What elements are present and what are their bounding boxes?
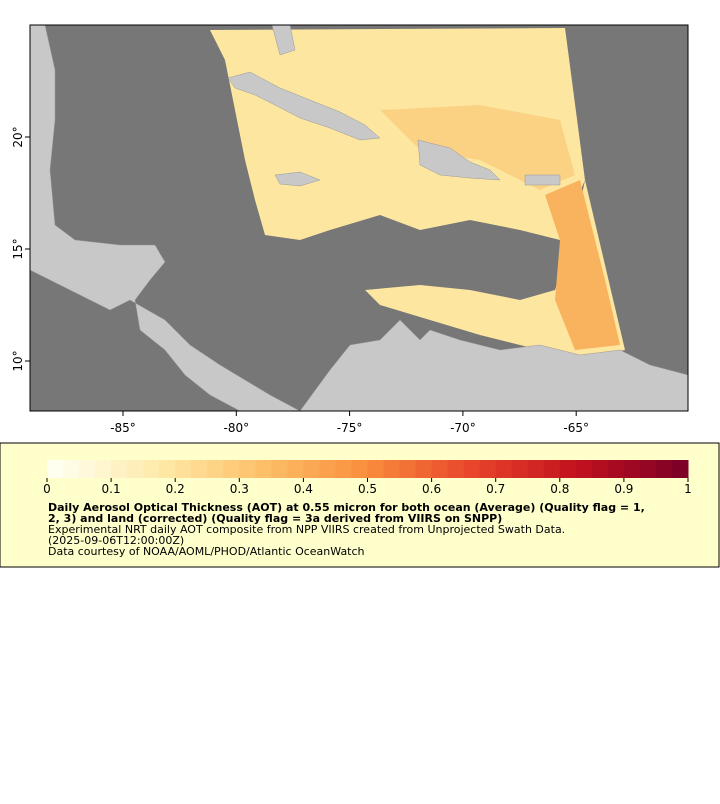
- colorbar-step: [527, 460, 545, 478]
- colorbar-tick-label: 0.9: [614, 482, 633, 496]
- aot-swath-south: [365, 180, 625, 358]
- colorbar-step: [495, 460, 513, 478]
- colorbar-step: [303, 460, 320, 478]
- colorbar-step: [143, 460, 160, 478]
- colorbar: 0 0.1 0.2 0.3 0.4 0.5 0.6 0.7 0.8 0.9 1: [43, 460, 692, 496]
- colorbar-step: [255, 460, 272, 478]
- colorbar-tick-label: 0: [43, 482, 51, 496]
- colorbar-tick-label: 0.1: [102, 482, 121, 496]
- colorbar-step: [111, 460, 128, 478]
- legend-description: Data courtesy of NOAA/AOML/PHOD/Atlantic…: [48, 545, 365, 558]
- colorbar-step: [447, 460, 465, 478]
- colorbar-tick-label: 1: [684, 482, 692, 496]
- y-tick-label: 15°: [11, 238, 25, 259]
- x-tick-label: -70°: [450, 421, 476, 435]
- colorbar-step: [191, 460, 208, 478]
- colorbar-step: [607, 460, 625, 478]
- x-tick-label: -75°: [337, 421, 363, 435]
- colorbar-step: [655, 460, 673, 478]
- colorbar-step: [79, 460, 96, 478]
- aot-high-zone: [545, 180, 620, 350]
- colorbar-step: [367, 460, 385, 478]
- y-axis: 20° 15° 10°: [11, 126, 30, 372]
- caption: Daily Aerosol Optical Thickness (AOT) at…: [48, 501, 645, 558]
- colorbar-step: [639, 460, 657, 478]
- colorbar-step: [351, 460, 368, 478]
- x-tick-label: -65°: [563, 421, 589, 435]
- map: [29, 24, 689, 412]
- colorbar-tick-label: 0.8: [550, 482, 569, 496]
- legend-description: Experimental NRT daily AOT composite fro…: [48, 523, 565, 536]
- colorbar-step: [47, 460, 64, 478]
- legend-title: Daily Aerosol Optical Thickness (AOT) at…: [48, 501, 645, 514]
- colorbar-step: [463, 460, 481, 478]
- colorbar-tick-label: 0.6: [422, 482, 441, 496]
- colorbar-step: [287, 460, 304, 478]
- aot-mid-zone: [380, 105, 575, 190]
- colorbar-step: [543, 460, 561, 478]
- colorbar-step: [175, 460, 192, 478]
- colorbar-tick-label: 0.5: [358, 482, 377, 496]
- legend-title: 2, 3) and land (corrected) (Quality flag…: [48, 512, 502, 525]
- x-tick-label: -80°: [223, 421, 249, 435]
- aot-swath-north: [210, 28, 585, 240]
- land: [29, 24, 689, 412]
- map-frame: [29, 24, 689, 412]
- colorbar-tick-label: 0.3: [230, 482, 249, 496]
- colorbar-step: [479, 460, 497, 478]
- colorbar-step: [559, 460, 577, 478]
- legend-description: (2025-09-06T12:00:00Z): [48, 534, 184, 547]
- colorbar-step: [511, 460, 529, 478]
- colorbar-step: [623, 460, 641, 478]
- colorbar-step: [591, 460, 609, 478]
- colorbar-step: [431, 460, 449, 478]
- colorbar-tick-label: 0.4: [294, 482, 313, 496]
- colorbar-step: [159, 460, 176, 478]
- colorbar-tick-label: 0.7: [486, 482, 505, 496]
- y-tick-label: 10°: [11, 350, 25, 371]
- y-tick-label: 20°: [11, 126, 25, 147]
- colorbar-step: [399, 460, 417, 478]
- colorbar-step: [335, 460, 352, 478]
- colorbar-step: [671, 460, 689, 478]
- colorbar-step: [319, 460, 336, 478]
- colorbar-step: [415, 460, 433, 478]
- colorbar-step: [63, 460, 80, 478]
- colorbar-step: [95, 460, 112, 478]
- colorbar-tick-label: 0.2: [166, 482, 185, 496]
- colorbar-step: [239, 460, 256, 478]
- x-tick-label: -85°: [110, 421, 136, 435]
- colorbar-step: [271, 460, 288, 478]
- colorbar-step: [383, 460, 401, 478]
- x-axis: -85° -80° -75° -70° -65°: [110, 411, 589, 435]
- colorbar-step: [223, 460, 240, 478]
- colorbar-step: [207, 460, 224, 478]
- colorbar-step: [127, 460, 144, 478]
- colorbar-step: [575, 460, 593, 478]
